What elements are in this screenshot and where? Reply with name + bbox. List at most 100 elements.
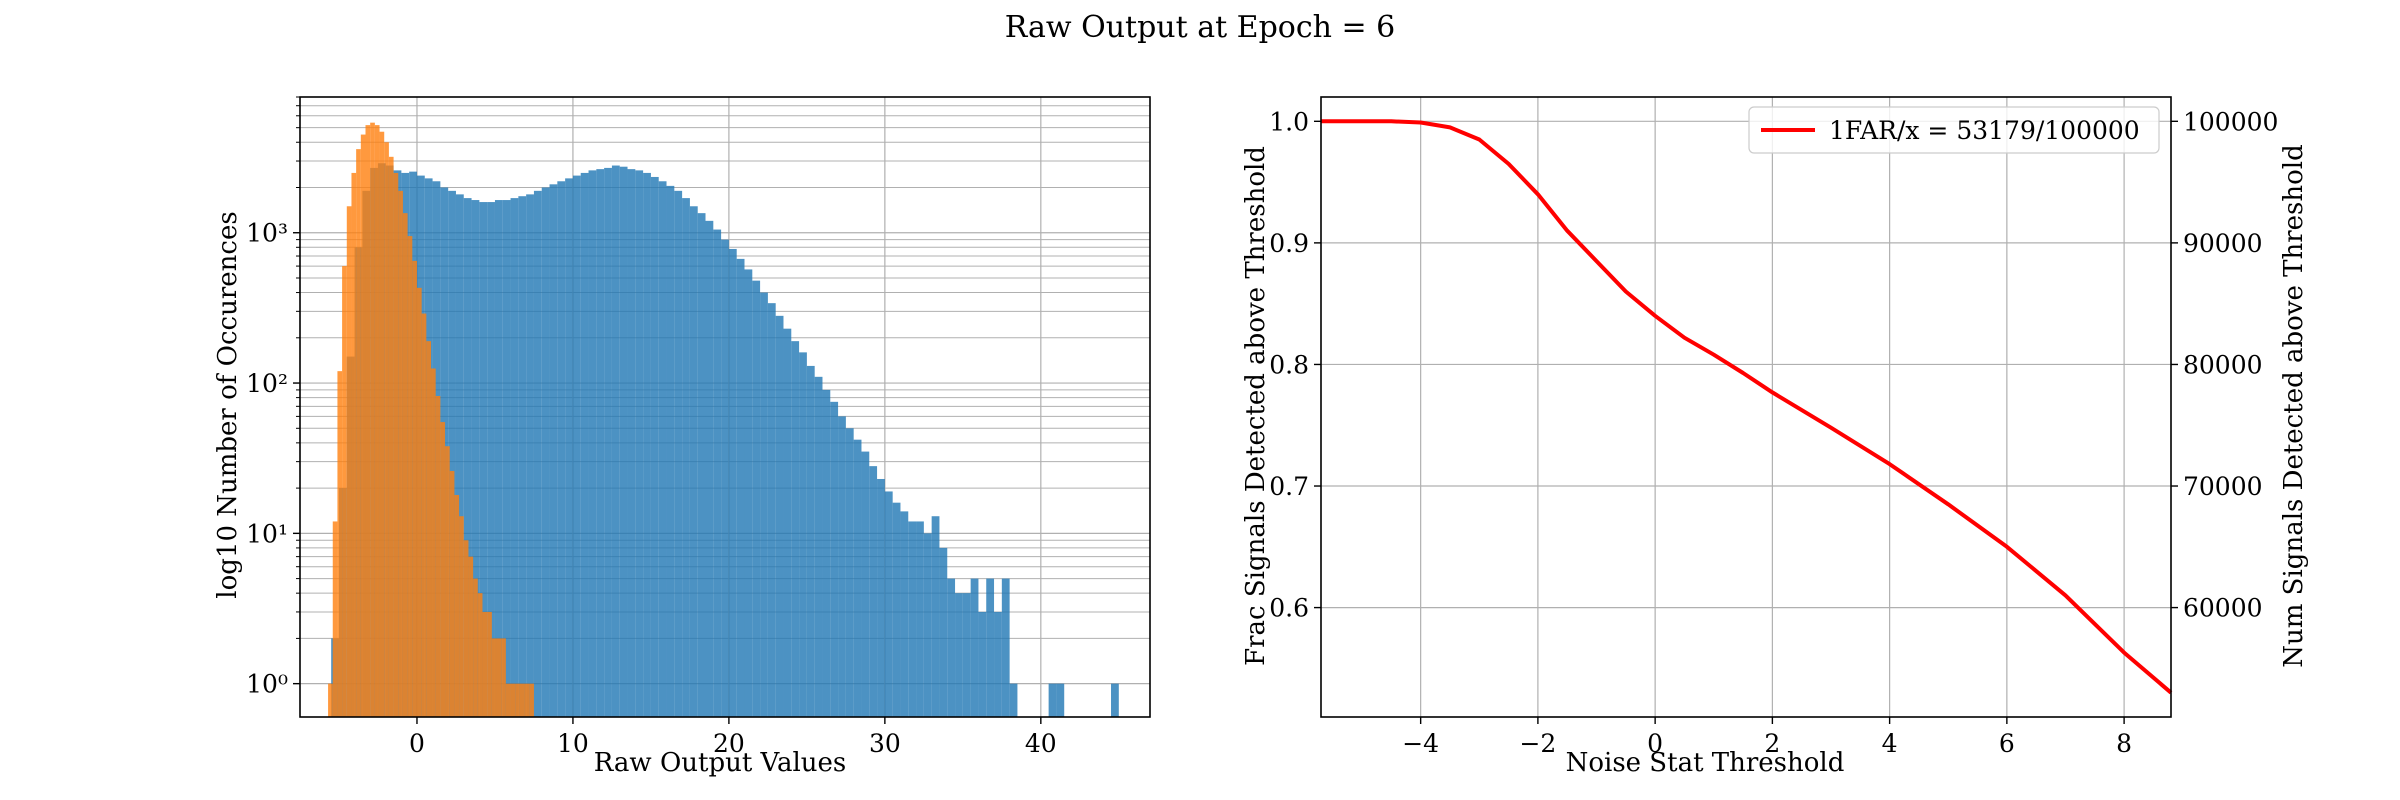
signal-histogram-bar — [588, 170, 597, 717]
noise-histogram-bar — [454, 494, 460, 717]
noise-histogram-bar — [370, 122, 375, 717]
noise-histogram-bar — [379, 131, 385, 717]
signal-histogram-bar — [1009, 683, 1018, 717]
curve-legend-label: 1FAR/x = 53179/100000 — [1829, 116, 2140, 145]
figure-title: Raw Output at Epoch = 6 — [1005, 10, 1396, 45]
noise-histogram-bar — [431, 368, 436, 717]
signal-histogram-bar — [635, 170, 644, 717]
signal-histogram-bar — [877, 478, 885, 717]
signal-histogram-bar — [923, 533, 932, 717]
curve-y-tick-label-left: 0.9 — [1269, 229, 1309, 258]
signal-histogram-bar — [978, 611, 987, 717]
signal-histogram-bar — [845, 428, 854, 717]
curve-x-tick-label: 2 — [1764, 729, 1780, 758]
signal-histogram-bar — [572, 175, 581, 717]
curve-y-tick-label-left: 0.7 — [1269, 472, 1309, 501]
signal-histogram-bar — [721, 239, 729, 718]
signal-histogram-bar — [596, 169, 605, 717]
signal-histogram-bar — [767, 303, 776, 717]
signal-histogram-bar — [752, 280, 761, 717]
noise-histogram-bar — [402, 213, 408, 717]
signal-histogram-bar — [455, 194, 464, 718]
noise-histogram-bar — [468, 556, 474, 717]
signal-histogram-bar — [526, 194, 534, 718]
signal-histogram-bar — [533, 190, 542, 717]
signal-histogram-bar — [838, 416, 846, 717]
noise-histogram-bar — [356, 149, 361, 718]
histogram-x-tick-label: 10 — [557, 729, 589, 758]
curve-y-tick-label-right: 60000 — [2183, 594, 2263, 623]
noise-histogram-bar — [407, 236, 413, 717]
signal-histogram-bar — [658, 181, 667, 717]
noise-histogram-bar — [445, 446, 450, 717]
curve-y-tick-label-right: 90000 — [2183, 229, 2263, 258]
histogram-plot: Raw Output Values log10 Number of Occure… — [213, 96, 1151, 778]
signal-histogram-bar — [1048, 683, 1057, 717]
histogram-y-tick-label: 10² — [246, 369, 288, 398]
signal-histogram-bar — [775, 315, 784, 717]
signal-histogram-bar — [1111, 683, 1119, 717]
noise-histogram-bar — [459, 516, 464, 717]
signal-histogram-bar — [705, 220, 714, 717]
curve-x-tick-label: 6 — [1999, 729, 2015, 758]
signal-histogram-bar — [650, 176, 659, 718]
detection-curve-plot: Noise Stat Threshold Frac Signals Detect… — [1241, 96, 2309, 778]
signal-histogram-bar — [869, 466, 878, 717]
signal-histogram-bar — [884, 491, 893, 717]
signal-histogram-bar — [931, 516, 940, 717]
noise-histogram-bar — [332, 521, 338, 717]
noise-histogram-bar — [473, 578, 478, 717]
noise-histogram-bar — [519, 683, 525, 717]
noise-histogram-bar — [501, 638, 506, 717]
noise-histogram-bar — [463, 540, 469, 717]
signal-histogram-bar — [713, 229, 722, 717]
noise-histogram-bar — [374, 125, 380, 717]
curve-x-tick-label: 4 — [1882, 729, 1898, 758]
curve-y-tick-label-left: 1.0 — [1269, 107, 1309, 136]
curve-x-tick-label: 0 — [1647, 729, 1663, 758]
signal-histogram-bar — [627, 169, 636, 717]
histogram-axes-frame — [299, 96, 1151, 718]
noise-histogram-bar — [426, 341, 432, 717]
noise-histogram-bar — [505, 683, 511, 717]
noise-histogram-bar — [384, 142, 389, 717]
noise-histogram-bar — [412, 260, 417, 717]
curve-y-tick-label-left: 0.6 — [1269, 594, 1309, 623]
signal-histogram-bar — [580, 172, 589, 717]
signal-histogram-bar — [947, 578, 956, 717]
curve-axes-frame — [1320, 96, 2172, 718]
signal-histogram-bar — [689, 206, 698, 717]
histogram-y-tick-label: 10³ — [246, 219, 288, 248]
noise-histogram-bar — [421, 313, 427, 717]
signal-histogram-bar — [565, 178, 573, 718]
signal-histogram-bar — [962, 593, 971, 717]
signal-histogram-bar — [494, 200, 503, 718]
curve-x-label: Noise Stat Threshold — [1566, 748, 1845, 778]
curve-y-tick-label-right: 80000 — [2183, 350, 2263, 379]
signal-histogram-bar — [604, 167, 612, 717]
noise-histogram-bar — [482, 611, 488, 717]
signal-histogram-bar — [728, 248, 737, 717]
signal-histogram-bar — [994, 611, 1002, 717]
curve-x-tick-label: −2 — [1519, 729, 1556, 758]
noise-histogram-bar — [416, 287, 422, 717]
signal-histogram-bar — [471, 200, 480, 718]
histogram-y-tick-label: 10⁰ — [246, 670, 288, 699]
noise-histogram-bar — [491, 638, 497, 717]
noise-histogram-bar — [328, 683, 333, 717]
noise-histogram-bar — [477, 593, 483, 717]
noise-histogram-bar — [496, 638, 502, 717]
curve-legend: 1FAR/x = 53179/100000 — [1748, 106, 2160, 154]
curve-y-tick-label-right: 100000 — [2183, 107, 2278, 136]
signal-histogram-bar — [479, 202, 488, 718]
histogram-x-label: Raw Output Values — [594, 748, 846, 778]
signal-histogram-bar — [861, 451, 870, 717]
curve-y-label-left: Frac Signals Detected above Threshold — [1241, 146, 1271, 666]
signal-histogram-bar — [814, 376, 823, 717]
signal-histogram-bar — [619, 166, 628, 718]
signal-histogram-bar — [916, 521, 924, 717]
histogram-y-tick-label: 10¹ — [246, 519, 288, 548]
signal-histogram-bar — [518, 196, 527, 717]
signal-histogram-bar — [806, 365, 815, 717]
